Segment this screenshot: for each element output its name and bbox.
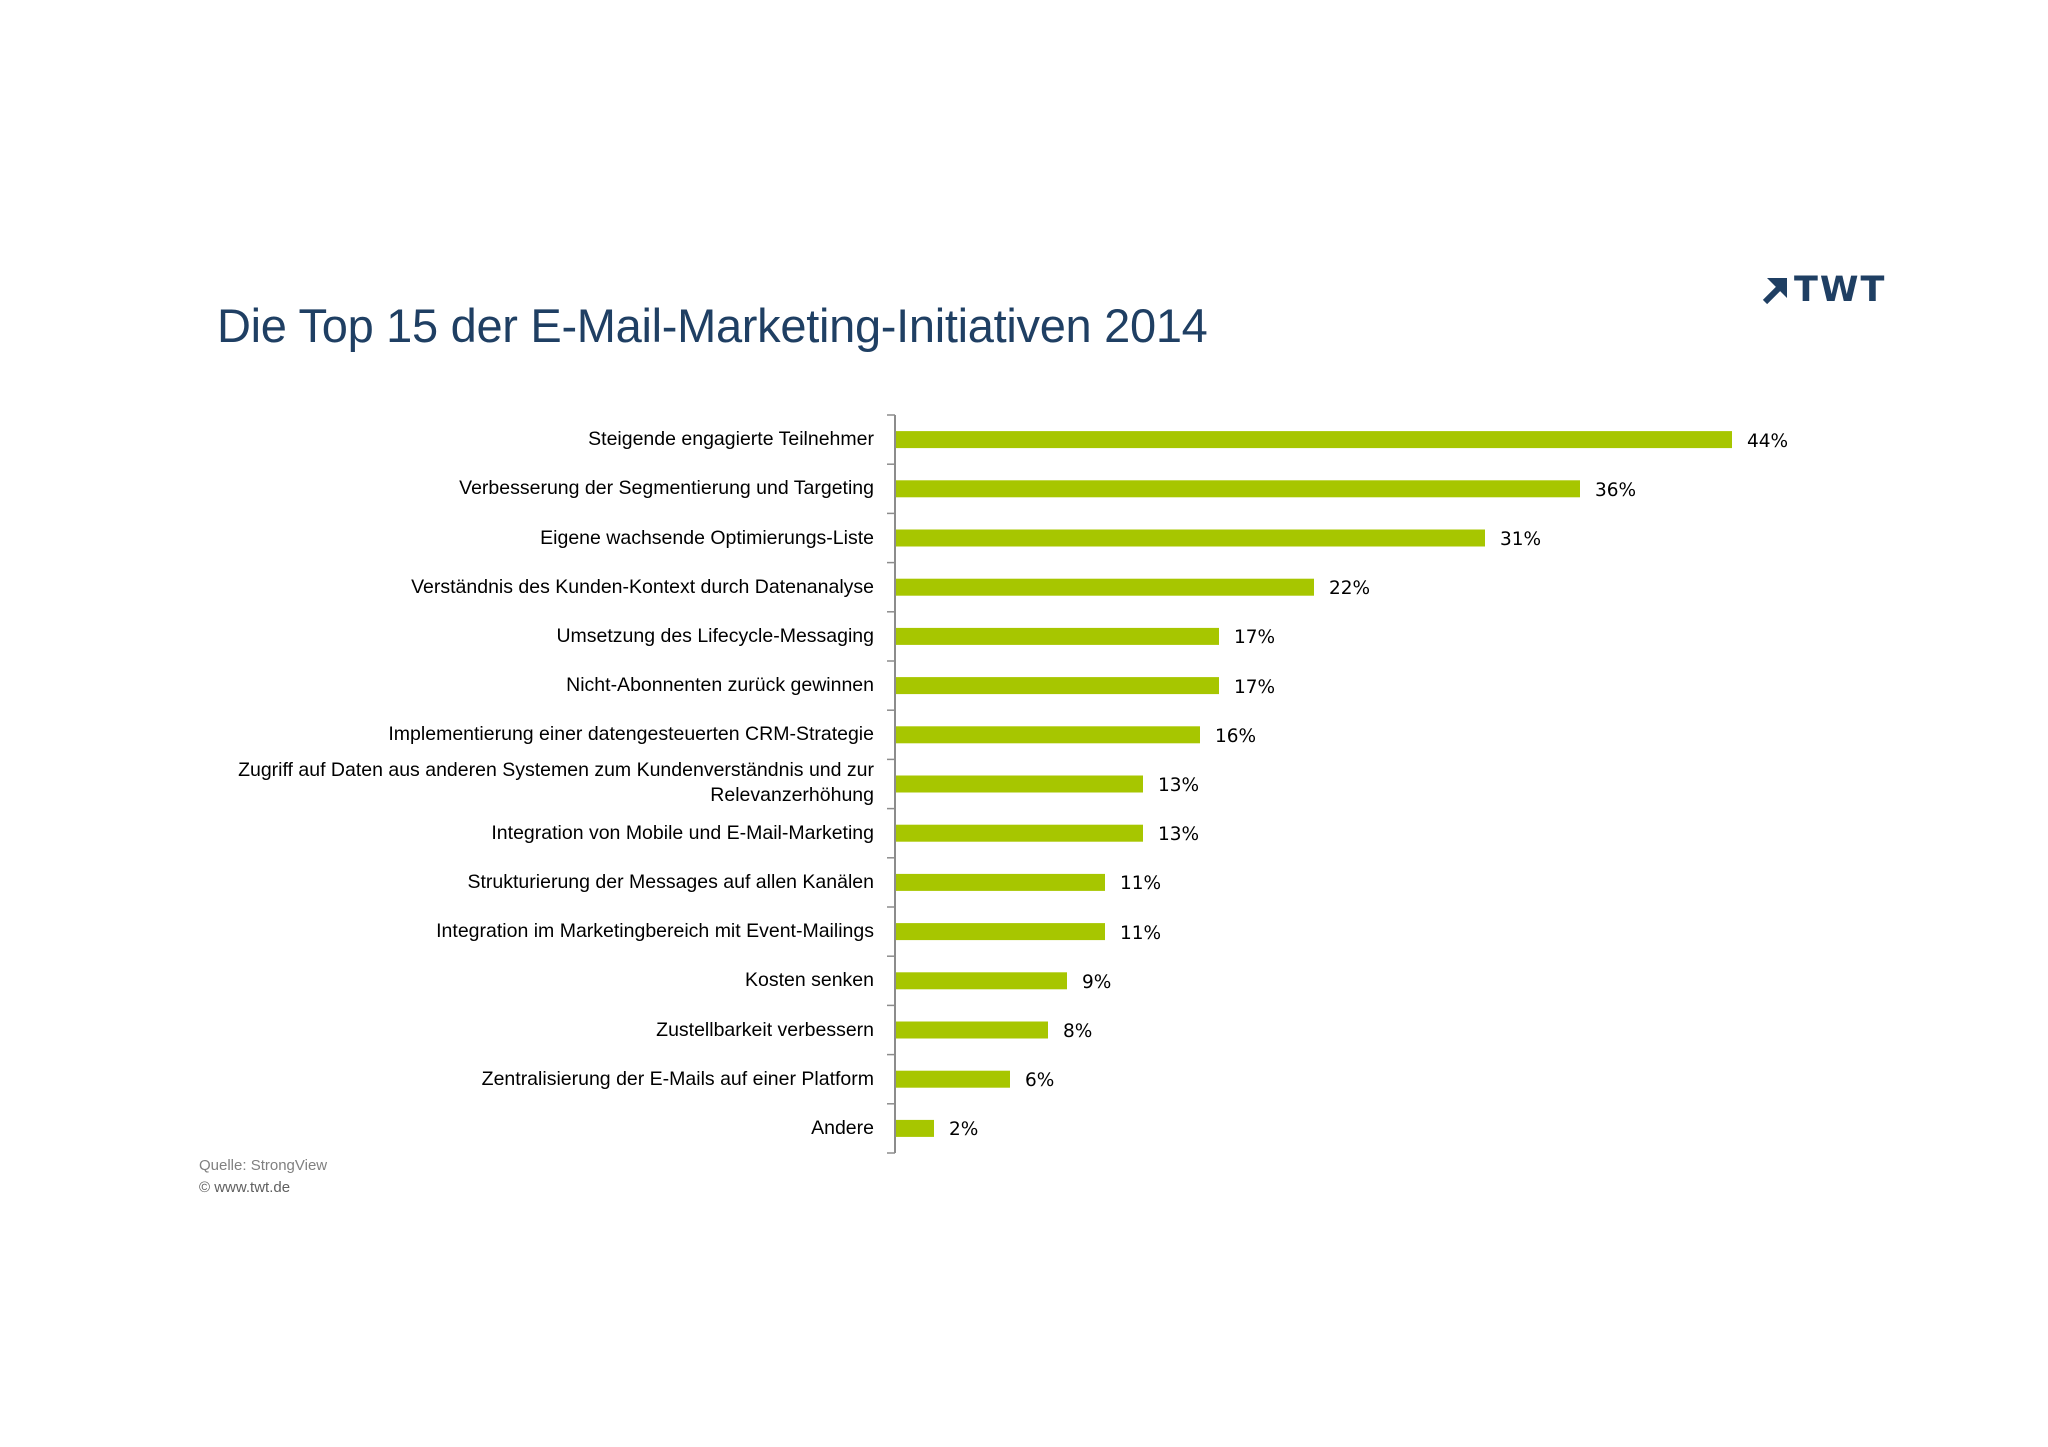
bar [896, 1021, 1048, 1039]
value-label: 11% [1120, 922, 1162, 944]
bar [896, 726, 1200, 744]
category-label: Zustellbarkeit verbessern [656, 1018, 874, 1041]
category-label: Zugriff auf Daten aus anderen Systemen z… [238, 759, 874, 806]
category-label: Strukturierung der Messages auf allen Ka… [467, 870, 875, 893]
value-label: 31% [1500, 529, 1542, 550]
category-label: Verständnis des Kunden-Kontext durch Dat… [411, 575, 874, 598]
category-label: Eigene wachsende Optimierungs-Liste [540, 526, 874, 549]
copyright-note: © www.twt.de [199, 1179, 291, 1196]
category-label: Umsetzung des Lifecycle-Messaging [556, 624, 874, 647]
bar [896, 873, 1105, 891]
bar [896, 923, 1105, 941]
value-label: 36% [1595, 479, 1637, 501]
value-label: 17% [1234, 676, 1276, 698]
value-label: 11% [1120, 873, 1162, 895]
category-label: Andere [811, 1116, 874, 1139]
twt-logo: TWT [1760, 272, 1886, 308]
logo-text: TWT [1794, 270, 1887, 310]
category-label: Nicht-Abonnenten zurück gewinnen [566, 674, 874, 697]
value-label: 44% [1747, 430, 1789, 452]
bar [896, 775, 1143, 793]
source-note: Quelle: StrongView [199, 1157, 328, 1174]
bar [896, 1119, 934, 1137]
value-label: 2% [949, 1119, 979, 1141]
arrow-up-right-icon [1762, 278, 1787, 305]
bar [896, 480, 1580, 498]
value-label: 9% [1082, 971, 1112, 993]
category-label: Integration von Mobile und E-Mail-Market… [491, 821, 874, 844]
value-label: 6% [1025, 1070, 1055, 1092]
category-label: Verbesserung der Segmentierung und Targe… [459, 477, 874, 500]
value-label: 17% [1234, 627, 1276, 649]
bar [896, 578, 1314, 596]
value-label: 16% [1215, 725, 1257, 747]
bar [896, 431, 1732, 449]
value-label: 13% [1158, 824, 1200, 846]
category-label: Implementierung einer datengesteuerten C… [388, 723, 874, 746]
category-label: Integration im Marketingbereich mit Even… [436, 920, 874, 943]
value-label: 22% [1329, 578, 1371, 600]
value-label: 13% [1158, 775, 1200, 796]
bar [896, 677, 1219, 695]
bar [896, 529, 1485, 547]
bar [896, 972, 1067, 990]
category-label: Steigende engagierte Teilnehmer [588, 428, 874, 451]
category-label: Kosten senken [744, 969, 874, 992]
page-title: Die Top 15 der E-Mail-Marketing-Initiati… [217, 299, 1208, 352]
bar [896, 1070, 1010, 1088]
bar [896, 824, 1143, 842]
bar [896, 627, 1219, 645]
value-label: 8% [1063, 1021, 1093, 1042]
category-label: Zentralisierung der E-Mails auf einer Pl… [481, 1067, 874, 1090]
